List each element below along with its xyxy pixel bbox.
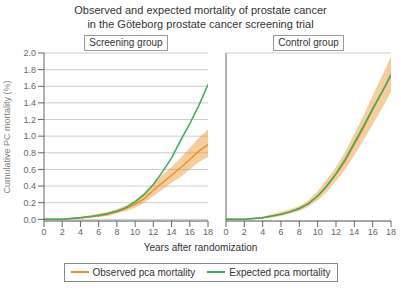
svg-text:16: 16 [185, 227, 195, 237]
svg-text:0.0: 0.0 [23, 215, 36, 225]
svg-text:0.2: 0.2 [23, 198, 36, 208]
html-text:Control group: Control group [278, 37, 339, 48]
svg-text:16: 16 [368, 227, 378, 237]
svg-text:Cumulative PC mortality (%): Cumulative PC mortality (%) [8, 80, 12, 193]
svg-text:1.6: 1.6 [23, 81, 36, 91]
svg-text:2: 2 [242, 227, 247, 237]
html-text:Expected pca mortality: Expected pca mortality [229, 266, 331, 278]
svg-text:0.8: 0.8 [23, 148, 36, 158]
svg-text:0: 0 [223, 227, 228, 237]
svg-text:4: 4 [78, 227, 83, 237]
svg-text:8: 8 [297, 227, 302, 237]
svg-text:14: 14 [167, 227, 177, 237]
html-text:Observed pca mortality: Observed pca mortality [92, 266, 196, 278]
svg-text:6: 6 [278, 227, 283, 237]
svg-text:10: 10 [130, 227, 140, 237]
svg-text:1.2: 1.2 [23, 115, 36, 125]
svg-text:0.6: 0.6 [23, 165, 36, 175]
svg-text:1.0: 1.0 [23, 131, 36, 141]
svg-text:1.8: 1.8 [23, 65, 36, 75]
svg-text:2: 2 [60, 227, 65, 237]
svg-text:4: 4 [260, 227, 265, 237]
svg-text:2.0: 2.0 [23, 49, 36, 58]
svg-text:8: 8 [114, 227, 119, 237]
svg-text:0.4: 0.4 [23, 181, 36, 191]
html-text:in the Göteborg prostate cance: in the Göteborg prostate cancer screenin… [87, 18, 314, 30]
svg-text:10: 10 [313, 227, 323, 237]
html-text:Years after randomization: Years after randomization [143, 242, 258, 253]
svg-text:14: 14 [349, 227, 359, 237]
svg-text:12: 12 [148, 227, 158, 237]
svg-text:18: 18 [203, 227, 213, 237]
svg-text:1.4: 1.4 [23, 98, 36, 108]
html-text:Observed and expected mortalit: Observed and expected mortality of prost… [74, 4, 327, 16]
html-text:Screening group: Screening group [89, 37, 163, 48]
svg-text:12: 12 [331, 227, 341, 237]
svg-text:18: 18 [386, 227, 393, 237]
svg-text:0: 0 [41, 227, 46, 237]
svg-text:6: 6 [96, 227, 101, 237]
